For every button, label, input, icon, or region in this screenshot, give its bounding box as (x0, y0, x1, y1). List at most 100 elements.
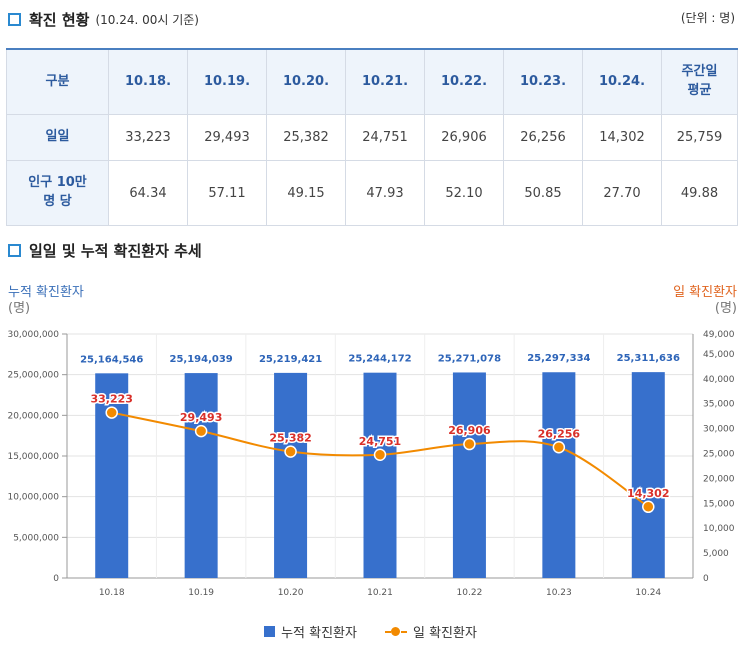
daily-value-label: 26,256 (538, 427, 581, 440)
table-cell: 49.15 (266, 160, 346, 226)
table-cell: 47.93 (345, 160, 425, 226)
table-row: 인구 10만 명 당 64.34 57.11 49.15 47.93 52.10… (6, 160, 738, 226)
right-tick-label: 30,000 (703, 425, 735, 435)
table-cell: 14,302 (582, 114, 662, 161)
left-tick-label: 25,000,000 (7, 371, 59, 381)
section-header-trend: 일일 및 누적 확진환자 추세 (8, 240, 202, 261)
left-tick-label: 5,000,000 (13, 533, 59, 543)
column-header: 10.24. (582, 48, 662, 115)
x-tick-label: 10.23 (546, 588, 572, 598)
right-tick-label: 10,000 (703, 524, 735, 534)
bar-cumulative (184, 373, 218, 578)
right-axis-title: 일 확진환자 (명) (673, 285, 737, 317)
daily-point (373, 448, 387, 462)
daily-value-label: 26,906 (448, 424, 491, 437)
x-tick-label: 10.20 (278, 588, 304, 598)
column-header: 구분 (6, 48, 109, 115)
table-cell: 27.70 (582, 160, 662, 226)
bar-cumulative (452, 372, 486, 578)
summary-table: 구분 10.18. 10.19. 10.20. 10.21. 10.22. 10… (6, 48, 738, 226)
right-tick-label: 25,000 (703, 450, 735, 460)
daily-value-label: 29,493 (180, 411, 222, 424)
bar-cumulative (363, 372, 397, 578)
legend-label: 일 확진환자 (412, 626, 477, 641)
section-title: 일일 및 누적 확진환자 추세 (29, 242, 202, 260)
x-tick-label: 10.18 (99, 588, 125, 598)
bar-value-label: 25,297,334 (527, 353, 590, 364)
x-tick-label: 10.19 (188, 588, 214, 598)
left-tick-label: 0 (53, 574, 59, 584)
bar-cumulative (631, 372, 665, 578)
left-tick-label: 20,000,000 (7, 411, 59, 421)
right-tick-label: 0 (703, 574, 709, 584)
table-cell: 64.34 (108, 160, 188, 226)
column-header: 10.20. (266, 48, 346, 115)
bar-value-label: 25,164,546 (80, 354, 143, 365)
table-cell: 29,493 (187, 114, 267, 161)
bar-value-label: 25,194,039 (170, 354, 233, 365)
chart-legend: 누적 확진환자 일 확진환자 (0, 622, 741, 641)
left-axis-label: 누적 확진환자 (8, 285, 84, 300)
daily-value-label: 24,751 (359, 435, 401, 448)
bar-cumulative (274, 372, 308, 578)
right-tick-label: 5,000 (703, 549, 729, 559)
column-header: 10.22. (424, 48, 504, 115)
legend-item-cumulative: 누적 확진환자 (264, 622, 357, 641)
column-header: 10.23. (503, 48, 583, 115)
table-row: 일일 33,223 29,493 25,382 24,751 26,906 26… (6, 114, 738, 161)
daily-point (463, 437, 476, 451)
daily-point (194, 424, 208, 438)
bar-value-label: 25,271,078 (438, 353, 501, 364)
right-axis-label: 일 확진환자 (673, 285, 737, 300)
daily-value-label: 25,382 (269, 432, 311, 445)
daily-point (552, 441, 566, 454)
column-header: 주간일 평균 (661, 48, 738, 115)
table-cell: 49.88 (661, 160, 738, 226)
unit-label: (단위 : 명) (680, 11, 735, 25)
section-subtitle: (10.24. 00시 기준) (95, 13, 199, 27)
row-header: 일일 (6, 114, 109, 161)
daily-value-label: 14,302 (627, 487, 669, 500)
table-cell: 25,382 (266, 114, 346, 161)
right-tick-label: 20,000 (703, 474, 735, 484)
bar-cumulative (542, 372, 576, 578)
table-cell: 57.11 (187, 160, 267, 226)
left-tick-label: 15,000,000 (7, 452, 59, 462)
daily-point (284, 445, 297, 458)
table-cell: 26,906 (424, 114, 504, 161)
table-cell: 25,759 (661, 114, 738, 161)
left-tick-label: 30,000,000 (7, 330, 59, 340)
right-tick-label: 45,000 (703, 350, 735, 360)
legend-bar-swatch (264, 626, 276, 637)
table-cell: 33,223 (108, 114, 188, 161)
table-cell: 26,256 (503, 114, 583, 161)
square-bullet-icon (8, 244, 21, 257)
x-tick-label: 10.21 (367, 588, 393, 598)
legend-label: 누적 확진환자 (281, 626, 357, 641)
column-header: 10.21. (345, 48, 425, 115)
left-axis-unit: (명) (8, 301, 31, 316)
legend-line-swatch (384, 626, 407, 637)
right-tick-label: 35,000 (703, 400, 735, 410)
right-tick-label: 40,000 (703, 375, 735, 385)
left-axis-title: 누적 확진환자 (명) (8, 285, 84, 317)
trend-chart: 0 5,000,000 10,000,000 15,000,000 20,000,000… (7, 330, 735, 598)
table-header-row: 구분 10.18. 10.19. 10.20. 10.21. 10.22. 10… (6, 48, 738, 115)
row-header: 인구 10만 명 당 (6, 160, 109, 226)
table-cell: 24,751 (345, 114, 425, 161)
section-title: 확진 현황 (29, 11, 90, 29)
right-tick-label: 49,000 (703, 330, 735, 340)
table-cell: 50.85 (503, 160, 583, 226)
daily-point (642, 500, 655, 514)
square-bullet-icon (8, 13, 21, 26)
x-tick-label: 10.24 (635, 588, 661, 598)
table-cell: 52.10 (424, 160, 504, 226)
bar-value-label: 25,244,172 (348, 354, 411, 365)
left-tick-label: 10,000,000 (7, 493, 59, 503)
column-header: 10.18. (108, 48, 188, 115)
section-header-status: 확진 현황 (10.24. 00시 기준) (8, 9, 199, 30)
legend-item-daily: 일 확진환자 (384, 622, 477, 641)
bar-value-label: 25,311,636 (617, 353, 680, 364)
right-tick-label: 15,000 (703, 499, 735, 509)
x-tick-label: 10.22 (457, 588, 483, 598)
